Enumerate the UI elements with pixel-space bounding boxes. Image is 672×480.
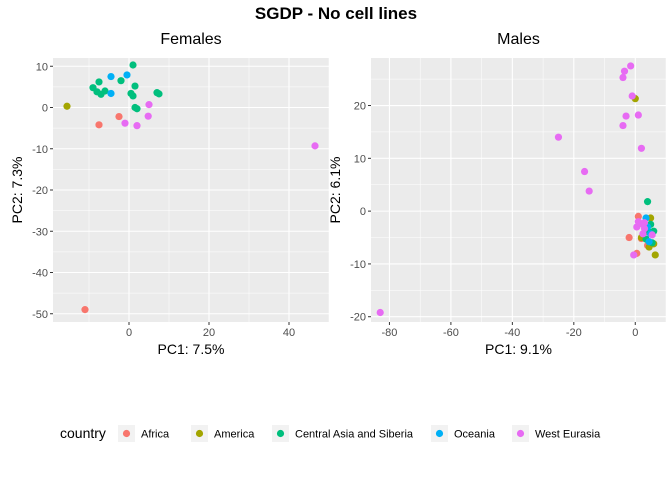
data-point bbox=[133, 105, 141, 113]
panel-title: Females bbox=[160, 31, 221, 48]
data-point bbox=[129, 92, 137, 100]
y-tick-label: 10 bbox=[36, 61, 48, 73]
legend-dot bbox=[516, 429, 525, 438]
x-tick-label: 0 bbox=[126, 327, 132, 339]
legend-dot bbox=[122, 429, 131, 438]
y-axis-title: PC2: 6.1% bbox=[327, 157, 343, 224]
x-tick-label: -80 bbox=[381, 327, 397, 339]
x-axis-title: PC1: 9.1% bbox=[485, 341, 552, 357]
y-tick-label: -10 bbox=[32, 144, 48, 156]
data-point bbox=[630, 251, 638, 259]
y-tick-label: -40 bbox=[32, 268, 48, 280]
data-point bbox=[643, 198, 652, 206]
legend-label: Oceania bbox=[454, 429, 496, 441]
panel-title: Males bbox=[497, 31, 540, 48]
data-point bbox=[376, 308, 384, 317]
data-point bbox=[133, 122, 141, 130]
series-oceania bbox=[107, 71, 131, 98]
data-point bbox=[101, 87, 109, 95]
y-tick-label: -50 bbox=[32, 309, 48, 321]
legend-label: Central Asia and Siberia bbox=[295, 429, 414, 441]
y-tick-label: 0 bbox=[42, 103, 48, 115]
data-point bbox=[619, 73, 627, 82]
y-tick-label: 10 bbox=[354, 153, 366, 165]
legend-entry: Central Asia and Siberia bbox=[272, 425, 414, 442]
data-point bbox=[115, 112, 123, 121]
data-point bbox=[627, 62, 635, 70]
data-point bbox=[651, 251, 659, 259]
y-tick-label: -10 bbox=[350, 259, 366, 271]
data-point bbox=[585, 187, 593, 195]
data-point bbox=[81, 306, 89, 314]
x-tick-label: 20 bbox=[203, 327, 215, 339]
data-point bbox=[645, 238, 653, 246]
data-point bbox=[637, 144, 646, 152]
series-west-eurasia bbox=[121, 101, 319, 150]
data-point bbox=[145, 101, 153, 109]
panel-background bbox=[371, 58, 666, 322]
chart-title: SGDP - No cell lines bbox=[255, 4, 417, 23]
legend-entry: West Eurasia bbox=[512, 425, 601, 442]
y-tick-label: -20 bbox=[32, 185, 48, 197]
y-tick-label: 0 bbox=[360, 206, 366, 218]
data-point bbox=[144, 112, 152, 120]
data-point bbox=[580, 167, 589, 176]
data-point bbox=[625, 233, 633, 242]
series-africa bbox=[81, 112, 123, 314]
data-point bbox=[95, 78, 103, 86]
legend-dot bbox=[195, 429, 204, 438]
data-point bbox=[107, 72, 115, 81]
data-point bbox=[634, 111, 642, 119]
data-point bbox=[554, 133, 563, 141]
legend: country Africa America Central Asia and Si… bbox=[60, 425, 601, 442]
legend-entry: Africa bbox=[118, 425, 170, 442]
legend-entry: America bbox=[191, 425, 255, 442]
series-america bbox=[63, 102, 71, 110]
x-tick-label: -20 bbox=[566, 327, 582, 339]
x-tick-label: -40 bbox=[504, 327, 520, 339]
data-point bbox=[155, 90, 163, 98]
data-point bbox=[131, 82, 139, 90]
series-west-eurasia bbox=[376, 62, 656, 317]
legend-dot bbox=[435, 429, 444, 438]
y-axis-title: PC2: 7.3% bbox=[9, 157, 25, 224]
data-point bbox=[622, 112, 630, 120]
series-central-asia-and-siberia bbox=[89, 61, 163, 113]
data-point bbox=[620, 67, 629, 75]
y-tick-label: -30 bbox=[32, 226, 48, 238]
data-point bbox=[634, 212, 642, 220]
x-tick-label: 40 bbox=[283, 327, 295, 339]
data-point bbox=[63, 102, 71, 110]
data-point bbox=[95, 121, 103, 129]
panel-males: -80 -60 -40 -20 0 -20 -10 0 10 20 Males PC1: 9.1% PC… bbox=[327, 31, 667, 357]
panel-females: 0 20 40 -50 -40 -30 -20 -10 0 10 Females PC1: 7.5% P… bbox=[9, 31, 330, 357]
y-tick-label: -20 bbox=[350, 312, 366, 324]
legend-entry: Oceania bbox=[431, 425, 496, 442]
data-point bbox=[619, 121, 627, 130]
data-point bbox=[628, 92, 636, 100]
legend-label: West Eurasia bbox=[535, 429, 601, 441]
data-point bbox=[648, 231, 656, 239]
data-point bbox=[637, 220, 646, 228]
legend-label: Africa bbox=[141, 429, 170, 441]
data-point bbox=[121, 119, 129, 127]
x-tick-label: -60 bbox=[443, 327, 459, 339]
data-point bbox=[107, 89, 115, 98]
x-tick-label: 0 bbox=[632, 327, 638, 339]
data-point bbox=[123, 71, 131, 79]
legend-dot bbox=[276, 429, 285, 438]
y-tick-label: 20 bbox=[354, 101, 366, 113]
x-axis-title: PC1: 7.5% bbox=[158, 341, 225, 357]
data-point bbox=[117, 77, 125, 85]
legend-label: America bbox=[214, 429, 255, 441]
legend-title: country bbox=[60, 425, 106, 441]
data-point bbox=[311, 142, 319, 150]
data-point bbox=[129, 61, 137, 69]
